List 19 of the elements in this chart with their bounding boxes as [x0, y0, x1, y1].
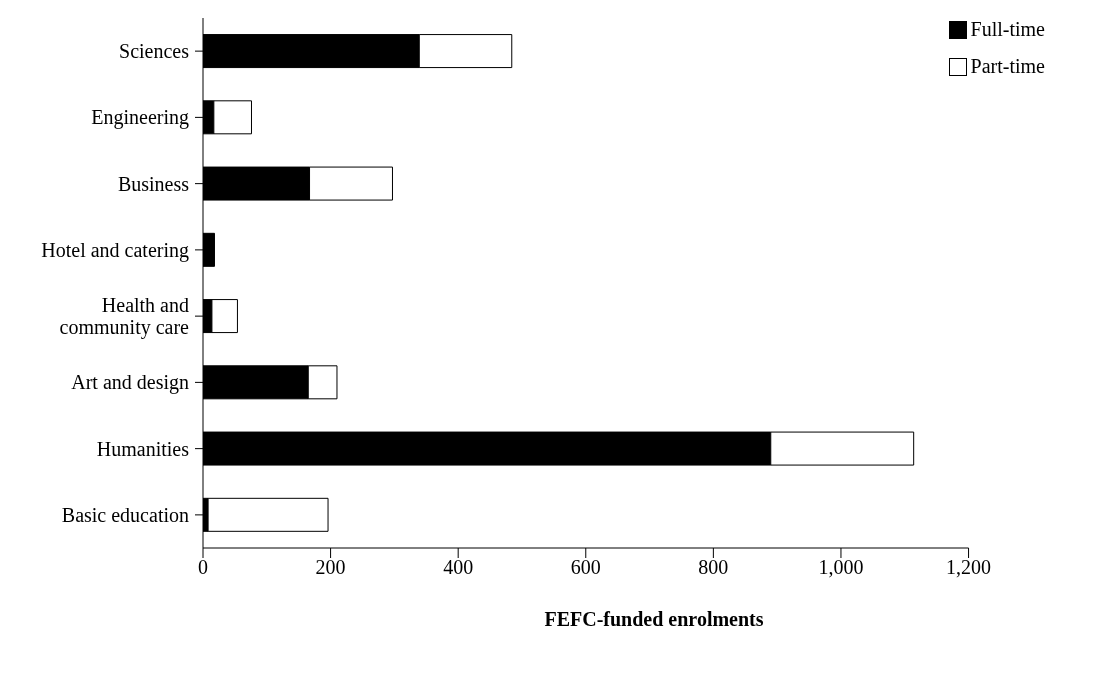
x-tick-label: 800	[698, 556, 729, 579]
y-tick-label: Art and design	[71, 371, 189, 395]
x-tick-label: 0	[198, 556, 208, 579]
y-tick-label: Engineering	[91, 106, 189, 130]
x-tick-label: 1,000	[818, 556, 864, 579]
x-tick-label: 400	[443, 556, 474, 579]
x-tick-label: 600	[570, 556, 601, 579]
y-tick-label: Hotel and catering	[41, 238, 189, 262]
y-tick-label: Humanities	[96, 437, 190, 460]
legend-label: Part-time	[970, 55, 1045, 78]
x-axis-title: FEFC-funded enrolments	[543, 608, 765, 631]
x-tick-label: 200	[315, 556, 346, 579]
y-tick-label: Sciences	[119, 40, 190, 63]
x-tick-label: 1,200	[946, 556, 992, 579]
legend-label: Full-time	[970, 18, 1045, 41]
bar	[207, 497, 329, 532]
y-tick-label: Health and community care	[59, 294, 190, 340]
y-tick-label: Basic education	[61, 503, 189, 526]
y-tick-label: Business	[117, 172, 190, 195]
